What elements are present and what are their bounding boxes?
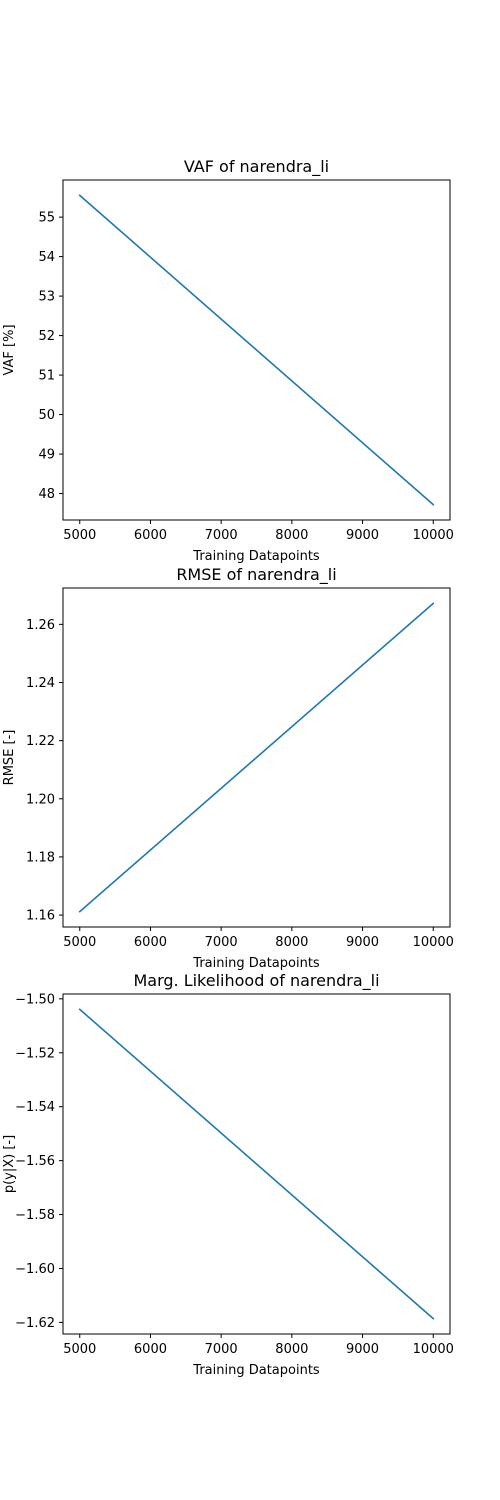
- x-axis-label: Training Datapoints: [192, 1363, 320, 1378]
- x-tick-label: 10000: [413, 1342, 454, 1357]
- y-tick-label: 52: [38, 329, 55, 344]
- x-tick-label: 8000: [275, 935, 308, 950]
- x-tick-label: 6000: [134, 1342, 167, 1357]
- y-tick-label: −1.60: [15, 1262, 55, 1277]
- y-tick-label: 1.26: [26, 618, 55, 633]
- x-tick-label: 7000: [205, 528, 238, 543]
- y-tick-label: −1.54: [15, 1100, 55, 1115]
- y-tick-label: 1.16: [26, 909, 55, 924]
- y-axis-label: VAF [%]: [2, 324, 17, 375]
- chart-title: RMSE of narendra_li: [176, 565, 336, 585]
- x-tick-label: 9000: [346, 935, 379, 950]
- y-axis-label: p(y|X) [-]: [2, 1135, 17, 1193]
- x-tick-label: 5000: [63, 1342, 96, 1357]
- x-tick-label: 10000: [413, 528, 454, 543]
- subplot-2: RMSE of narendra_li 5000 6000 7000 8000 9000 1…: [2, 565, 454, 971]
- y-tick-label: −1.50: [15, 992, 55, 1007]
- y-tick-label: 48: [38, 487, 55, 502]
- y-tick-label: −1.58: [15, 1208, 55, 1223]
- y-tick-label: 1.22: [26, 734, 55, 749]
- x-tick-label: 8000: [275, 528, 308, 543]
- axes-frame: [62, 993, 451, 1335]
- series-line: [78, 602, 435, 913]
- series-line: [78, 1008, 435, 1320]
- axes-frame: [62, 587, 451, 928]
- axes-frame: [62, 179, 451, 521]
- y-tick-label: 1.20: [26, 792, 55, 807]
- y-tick-label: 55: [38, 211, 55, 226]
- series-line: [78, 194, 435, 506]
- x-tick-label: 5000: [63, 528, 96, 543]
- y-tick-label: −1.52: [15, 1046, 55, 1061]
- x-tick-label: 5000: [63, 935, 96, 950]
- x-tick-label: 8000: [275, 1342, 308, 1357]
- x-tick-label: 6000: [134, 528, 167, 543]
- x-tick-label: 10000: [413, 935, 454, 950]
- y-tick-label: 53: [38, 290, 55, 305]
- y-tick-label: 1.18: [26, 850, 55, 865]
- x-axis-label: Training Datapoints: [192, 549, 320, 564]
- y-tick-label: 54: [38, 250, 55, 265]
- subplot-3: Marg. Likelihood of narendra_li 5000 6000 7…: [2, 971, 454, 1378]
- chart-title: VAF of narendra_li: [184, 157, 329, 177]
- subplot-1: VAF of narendra_li 5000 6000 7000 8000 9000 10…: [2, 157, 454, 564]
- y-tick-label: 51: [38, 369, 55, 384]
- y-tick-label: 1.24: [26, 676, 55, 691]
- y-tick-label: −1.62: [15, 1316, 55, 1331]
- x-tick-label: 9000: [346, 528, 379, 543]
- x-tick-label: 7000: [205, 935, 238, 950]
- y-axis-label: RMSE [-]: [2, 730, 17, 786]
- x-tick-label: 7000: [205, 1342, 238, 1357]
- y-tick-label: 50: [38, 408, 55, 423]
- x-tick-label: 6000: [134, 935, 167, 950]
- x-tick-label: 9000: [346, 1342, 379, 1357]
- chart-title: Marg. Likelihood of narendra_li: [133, 971, 379, 991]
- y-tick-label: −1.56: [15, 1154, 55, 1169]
- y-tick-label: 49: [38, 448, 55, 463]
- x-axis-label: Training Datapoints: [192, 956, 320, 971]
